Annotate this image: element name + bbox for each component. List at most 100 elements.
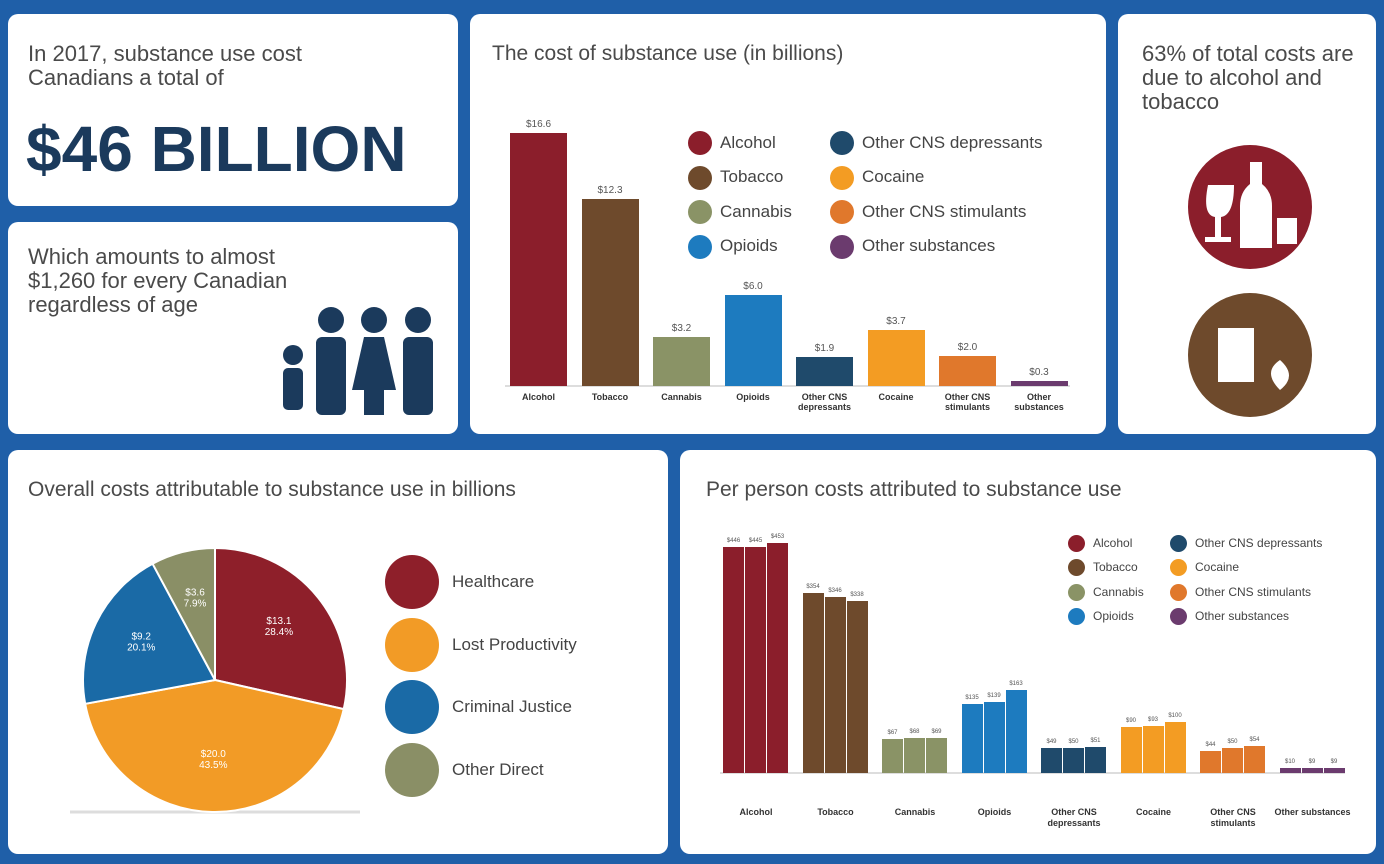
value-label: $9 (1308, 759, 1316, 766)
icon-part (403, 337, 433, 415)
icon-part (405, 307, 431, 333)
value-label: $51 (1090, 738, 1101, 745)
legend-label: Other CNS depressants (862, 132, 1043, 152)
value-label: $354 (806, 584, 820, 591)
legend-label: Other CNS stimulants (862, 201, 1027, 221)
legend-label: Other substances (1195, 609, 1290, 624)
legend-swatch (385, 680, 439, 734)
bar (767, 543, 788, 773)
legend-label: Other CNS stimulants (1195, 584, 1312, 599)
value-label: $67 (887, 729, 898, 736)
icon-part (1271, 360, 1289, 390)
legend-label: Opioids (720, 236, 778, 256)
bar (1323, 768, 1345, 773)
value-label: $1.9 (814, 343, 835, 355)
legend-swatch (1170, 608, 1187, 625)
icon-part (316, 337, 346, 415)
legend-label: Alcohol (1093, 535, 1133, 550)
icon-part (1218, 328, 1254, 382)
chart-title: Per person costs attributed to substance… (706, 478, 1122, 501)
bar (1279, 767, 1301, 773)
legend-label: Lost Productivity (452, 634, 577, 654)
x-tick-label: Cocaine (1135, 807, 1171, 817)
slice-share-label: 43.5% (199, 760, 227, 771)
legend-swatch (830, 131, 854, 155)
x-tick-label: Opioids (977, 807, 1012, 817)
legend-label: Cocaine (1195, 560, 1240, 575)
icon-part (361, 307, 387, 333)
value-label: $338 (850, 592, 864, 599)
value-label: $100 (1168, 713, 1182, 720)
legend-swatch (688, 165, 712, 190)
x-tick-label: Other CNS depressants (1047, 807, 1101, 828)
headline-panel (8, 14, 458, 206)
value-label: $68 (909, 729, 920, 736)
value-label: $44 (1205, 741, 1216, 748)
bar (1244, 745, 1265, 773)
legend-swatch (688, 131, 712, 155)
legend-label: Other CNS depressants (1195, 535, 1323, 550)
bar (867, 329, 925, 386)
slice-value-label: $13.1 (266, 616, 291, 627)
value-label: $0.3 (1029, 367, 1049, 379)
icon-part (283, 345, 303, 365)
value-label: $3.2 (671, 323, 692, 335)
bar-panel (470, 14, 1106, 434)
legend-swatch (1068, 583, 1085, 601)
bar (983, 702, 1005, 773)
bar (510, 133, 567, 386)
bar (796, 357, 853, 386)
bar (581, 198, 639, 386)
x-tick-label: Other CNS stimulants (1210, 807, 1256, 828)
legend-swatch (1170, 559, 1187, 576)
legend-label: Tobacco (1093, 560, 1138, 575)
value-label: $49 (1046, 739, 1057, 746)
x-tick-label: Cannabis (661, 392, 702, 402)
bar (939, 355, 996, 386)
bar (846, 601, 868, 773)
bar (1142, 725, 1164, 773)
legend-swatch (385, 617, 439, 672)
value-label: $445 (748, 538, 763, 545)
chart-title: The cost of substance use (in billions) (492, 42, 844, 65)
value-label: $12.3 (597, 184, 623, 196)
icon-part (1277, 218, 1297, 244)
value-label: $69 (931, 728, 942, 735)
bar (1301, 768, 1323, 773)
value-label: $346 (828, 588, 842, 595)
legend-label: Cannabis (720, 201, 792, 221)
value-label: $2.0 (957, 341, 978, 353)
x-tick-label: Alcohol (522, 392, 555, 402)
slice-share-label: 7.9% (184, 599, 207, 610)
legend-swatch (830, 234, 854, 259)
slice-value-label: $3.6 (185, 588, 205, 599)
slice-value-label: $9.2 (132, 632, 152, 643)
legend-swatch (688, 200, 712, 224)
value-label: $54 (1249, 736, 1260, 743)
slice-share-label: 28.4% (265, 627, 293, 638)
bar (1085, 747, 1106, 773)
value-label: $139 (987, 693, 1001, 700)
legend-label: Alcohol (720, 132, 776, 152)
bar (1010, 381, 1068, 386)
bar (1120, 727, 1142, 773)
family-icon (283, 307, 433, 415)
value-label: $453 (770, 534, 785, 540)
per-capita-text: Which amounts to almost $1,260 for every… (28, 244, 288, 317)
value-label: $3.7 (886, 315, 906, 327)
legend-label: Cocaine (862, 167, 925, 187)
bar (724, 294, 782, 386)
bar (1164, 722, 1186, 773)
bar (802, 593, 824, 773)
x-tick-label: Tobacco (591, 392, 629, 402)
x-tick-label: Other substances (1274, 807, 1351, 817)
bar (1063, 747, 1084, 773)
bar (1222, 747, 1243, 773)
chart-title: Overall costs attributable to substance … (28, 478, 516, 501)
legend-label: Tobacco (720, 167, 784, 187)
bar (1041, 748, 1062, 773)
legend-swatch (1068, 608, 1085, 625)
bar (1200, 750, 1221, 773)
bar (904, 738, 925, 773)
